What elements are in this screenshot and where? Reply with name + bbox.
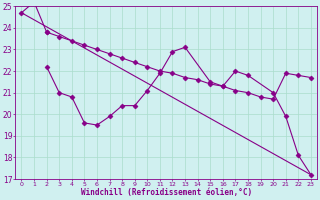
- X-axis label: Windchill (Refroidissement éolien,°C): Windchill (Refroidissement éolien,°C): [81, 188, 252, 197]
